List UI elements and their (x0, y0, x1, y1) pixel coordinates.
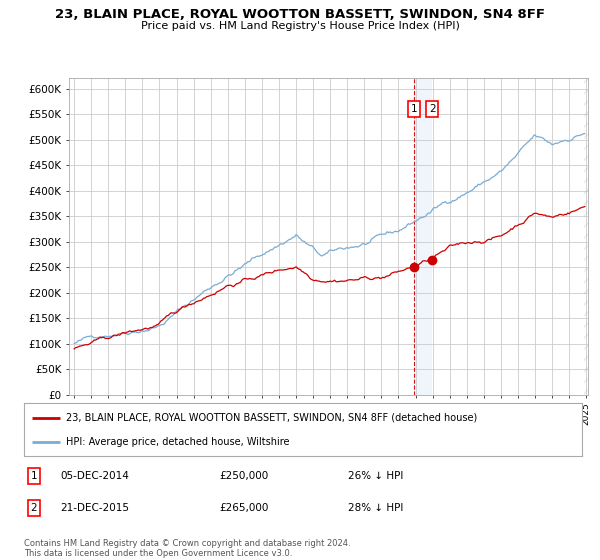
Text: 23, BLAIN PLACE, ROYAL WOOTTON BASSETT, SWINDON, SN4 8FF (detached house): 23, BLAIN PLACE, ROYAL WOOTTON BASSETT, … (66, 413, 477, 423)
Text: 2: 2 (429, 104, 436, 114)
Text: Contains HM Land Registry data © Crown copyright and database right 2024.
This d: Contains HM Land Registry data © Crown c… (24, 539, 350, 558)
Text: 28% ↓ HPI: 28% ↓ HPI (347, 503, 403, 514)
Text: £265,000: £265,000 (220, 503, 269, 514)
Bar (414, 78, 432, 395)
Text: 1: 1 (411, 104, 418, 114)
Text: 1: 1 (31, 471, 37, 481)
Text: 2: 2 (31, 503, 37, 514)
Text: Price paid vs. HM Land Registry's House Price Index (HPI): Price paid vs. HM Land Registry's House … (140, 21, 460, 31)
Text: 21-DEC-2015: 21-DEC-2015 (60, 503, 129, 514)
Text: HPI: Average price, detached house, Wiltshire: HPI: Average price, detached house, Wilt… (66, 437, 289, 447)
Bar (584, 78, 588, 395)
Text: 26% ↓ HPI: 26% ↓ HPI (347, 471, 403, 481)
Text: 05-DEC-2014: 05-DEC-2014 (60, 471, 129, 481)
Text: 23, BLAIN PLACE, ROYAL WOOTTON BASSETT, SWINDON, SN4 8FF: 23, BLAIN PLACE, ROYAL WOOTTON BASSETT, … (55, 8, 545, 21)
Text: £250,000: £250,000 (220, 471, 269, 481)
